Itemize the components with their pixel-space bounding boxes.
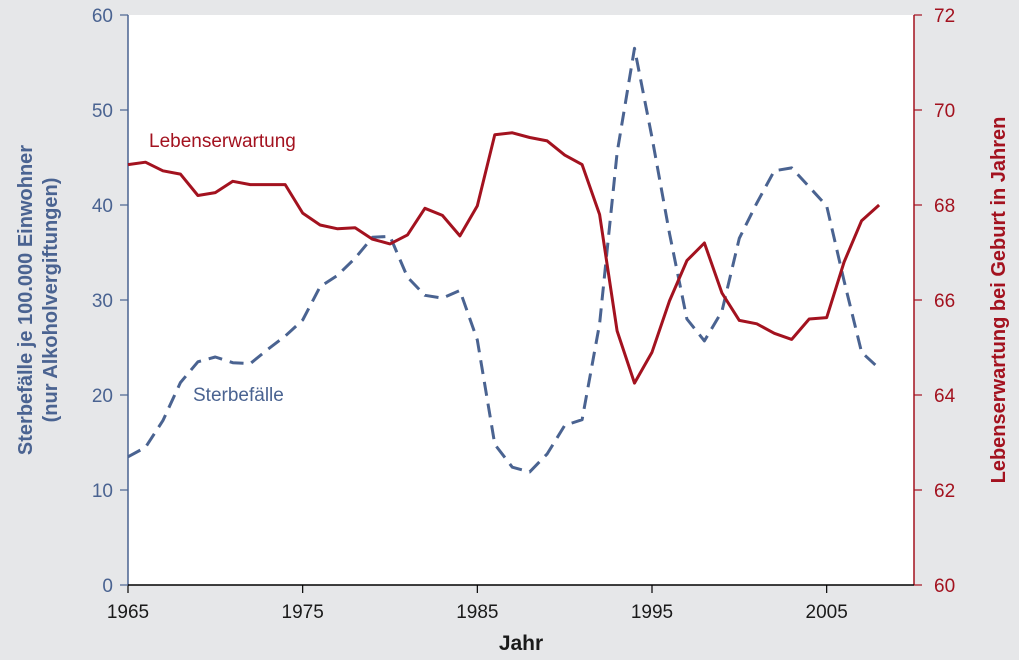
left-tick-label: 10 (92, 481, 113, 502)
x-tick-label: 1975 (282, 602, 324, 623)
right-tick-label: 62 (934, 481, 955, 502)
left-axis-title-line2: (nur Alkoholvergiftungen) (40, 178, 62, 423)
series-line-sterbefaelle (127, 46, 881, 474)
left-tick-label: 60 (92, 6, 113, 27)
x-axis-title: Jahr (499, 632, 543, 655)
right-tick-label: 68 (934, 196, 955, 217)
x-axis-ticks: 1965 1975 1985 1995 2005 (107, 585, 848, 623)
plot-area (128, 15, 914, 585)
right-axis-title-text: Lebenserwartung bei Geburt in Jahren (988, 117, 1010, 484)
series-line-lebenserwartung (127, 131, 881, 385)
left-axis-ticks: 0 10 20 30 40 50 60 (92, 6, 128, 597)
x-tick-label: 1965 (107, 602, 149, 623)
right-tick-label: 60 (934, 576, 955, 597)
right-tick-label: 66 (934, 291, 955, 312)
left-axis-title: Sterbefälle je 100.000 Einwohner (nur Al… (15, 145, 62, 455)
series-lines (127, 46, 881, 474)
left-tick-label: 20 (92, 386, 113, 407)
left-tick-label: 50 (92, 101, 113, 122)
x-tick-label: 1995 (631, 602, 673, 623)
right-tick-label: 70 (934, 101, 955, 122)
right-axis-title: Lebenserwartung bei Geburt in Jahren (988, 117, 1010, 484)
left-tick-label: 40 (92, 196, 113, 217)
x-tick-label: 1985 (456, 602, 498, 623)
left-tick-label: 0 (102, 576, 113, 597)
left-tick-label: 30 (92, 291, 113, 312)
annotation-sterbefaelle: Sterbefälle (193, 385, 284, 406)
x-tick-label: 2005 (806, 602, 848, 623)
right-tick-label: 64 (934, 386, 956, 407)
right-tick-label: 72 (934, 6, 955, 27)
annotation-lebenserwartung: Lebenserwartung (149, 131, 296, 152)
left-axis-title-line1: Sterbefälle je 100.000 Einwohner (15, 145, 37, 455)
right-axis-ticks: 60 62 64 66 68 70 72 (914, 6, 956, 597)
